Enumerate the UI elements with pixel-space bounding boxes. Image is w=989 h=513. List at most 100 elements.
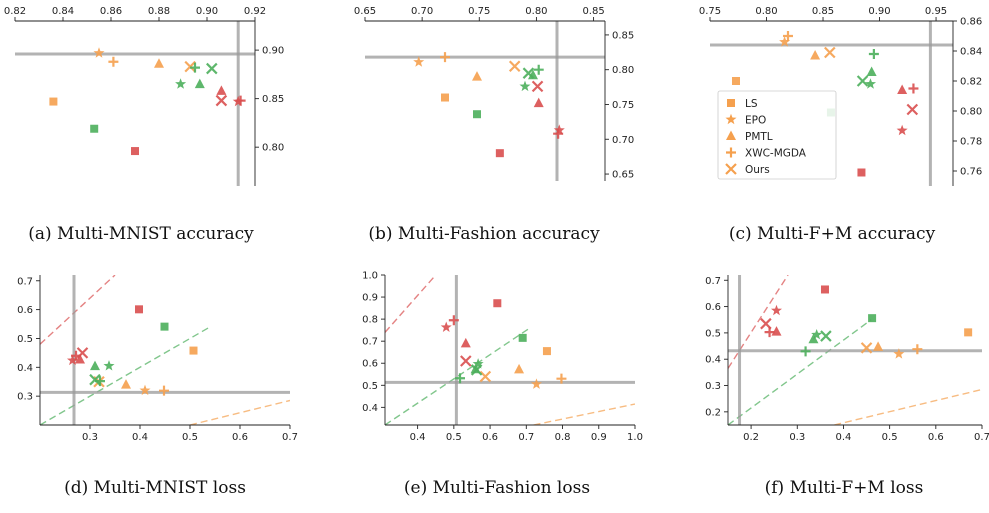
point-green-x <box>206 62 218 75</box>
x-tick-label: 0.6 <box>928 432 944 443</box>
x-tick-label: 0.88 <box>148 6 170 17</box>
point-red-plus <box>448 315 459 326</box>
point-red-plus <box>908 83 919 94</box>
y-tick-label: 0.3 <box>705 381 721 392</box>
dashed-guide-green <box>385 327 531 425</box>
x-tick-label: 0.86 <box>100 6 122 17</box>
y-tick-label: 0.4 <box>362 403 378 414</box>
x-tick-label: 0.4 <box>410 432 426 443</box>
point-green-square <box>473 110 481 119</box>
y-tick-label: 0.65 <box>612 170 634 181</box>
point-red-x <box>760 317 772 330</box>
point-orange-star <box>530 378 542 389</box>
dashed-guide-green <box>728 319 872 425</box>
legend-marker-plus <box>726 147 736 158</box>
dashed-guide-red <box>728 275 789 369</box>
point-green-square <box>160 322 169 331</box>
point-red-x <box>460 355 472 367</box>
point-green-x <box>856 75 869 87</box>
point-orange-plus <box>782 31 793 41</box>
legend-label: Ours <box>745 164 770 176</box>
x-tick-label: 0.6 <box>232 432 248 443</box>
point-red-x <box>906 103 919 116</box>
point-red-star <box>440 321 452 332</box>
point-orange-square <box>441 93 449 102</box>
point-green-plus <box>868 49 879 59</box>
point-orange-plus <box>912 344 923 355</box>
legend-label: PMTL <box>745 131 773 143</box>
point-red-x <box>76 347 89 359</box>
legend-marker-star <box>725 113 737 125</box>
legend-label: LS <box>745 98 758 110</box>
panel-caption: (d) Multi-MNIST loss <box>64 478 246 498</box>
legend-marker-square <box>727 99 735 107</box>
legend-marker-triangle <box>726 130 736 140</box>
point-red-x <box>215 94 228 107</box>
point-green-star <box>472 358 484 369</box>
point-green-triangle <box>866 66 877 76</box>
point-orange-plus <box>440 52 450 63</box>
point-red-triangle <box>216 85 227 95</box>
point-red-star <box>896 124 908 136</box>
y-tick-label: 0.5 <box>17 334 33 345</box>
x-tick-label: 0.65 <box>354 6 376 17</box>
y-tick-label: 1.0 <box>362 271 378 282</box>
x-tick-label: 0.95 <box>925 6 947 17</box>
point-red-square <box>135 305 143 314</box>
point-red-star <box>66 354 79 366</box>
point-red-x <box>531 80 544 93</box>
y-tick-label: 0.70 <box>612 135 634 146</box>
x-tick-label: 0.4 <box>836 432 852 443</box>
chart-panel-5: 0.4 0.5 0.6 0.7 0.8 0.9 1.0 0.4 0.5 0.6 0.7 0.8 0.9 1… <box>362 271 643 499</box>
point-green-x <box>470 364 483 376</box>
point-orange-star <box>413 56 425 67</box>
y-tick-label: 0.80 <box>960 107 982 118</box>
point-orange-plus <box>108 56 119 67</box>
point-green-square <box>518 333 527 342</box>
point-orange-star <box>779 36 791 47</box>
panel-caption: (a) Multi-MNIST accuracy <box>28 224 254 244</box>
y-tick-label: 0.7 <box>362 337 378 348</box>
point-red-star <box>770 304 783 316</box>
y-tick-label: 0.78 <box>960 137 982 148</box>
point-orange-star <box>139 384 151 396</box>
y-tick-label: 0.76 <box>960 167 982 178</box>
point-orange-square <box>542 347 551 356</box>
point-red-plus <box>235 95 246 106</box>
x-tick-label: 0.3 <box>82 432 98 443</box>
x-tick-label: 0.8 <box>555 432 571 443</box>
x-tick-label: 0.7 <box>518 432 534 443</box>
point-orange-plus <box>159 385 169 396</box>
point-orange-square <box>731 77 740 85</box>
x-tick-label: 0.7 <box>282 432 298 443</box>
point-green-plus <box>533 64 544 75</box>
y-tick-label: 0.85 <box>262 94 284 105</box>
y-tick-label: 0.82 <box>960 77 982 88</box>
x-tick-label: 0.90 <box>196 6 218 17</box>
x-tick-label: 0.5 <box>882 432 898 443</box>
point-orange-triangle <box>121 379 131 389</box>
y-tick-label: 0.75 <box>612 100 634 111</box>
y-tick-label: 0.6 <box>705 302 721 313</box>
y-tick-label: 0.6 <box>17 305 33 316</box>
point-orange-x <box>860 342 873 354</box>
dashed-guide-orange <box>834 388 982 425</box>
point-red-square <box>857 168 866 177</box>
point-orange-square <box>189 346 198 355</box>
point-red-triangle <box>533 97 544 108</box>
point-orange-x <box>824 46 836 59</box>
y-tick-label: 0.7 <box>17 276 33 287</box>
point-red-star <box>553 124 565 135</box>
point-orange-triangle <box>810 50 821 60</box>
point-green-triangle <box>90 360 100 371</box>
point-red-triangle <box>771 326 782 336</box>
point-red-triangle <box>897 84 908 94</box>
x-tick-label: 0.92 <box>244 6 266 17</box>
x-tick-label: 0.6 <box>482 432 498 443</box>
plot-area <box>15 21 255 186</box>
point-orange-triangle <box>472 71 482 81</box>
point-green-star <box>103 360 115 371</box>
y-tick-label: 0.80 <box>612 65 634 76</box>
point-red-plus <box>553 128 564 139</box>
x-tick-label: 0.85 <box>812 6 834 17</box>
